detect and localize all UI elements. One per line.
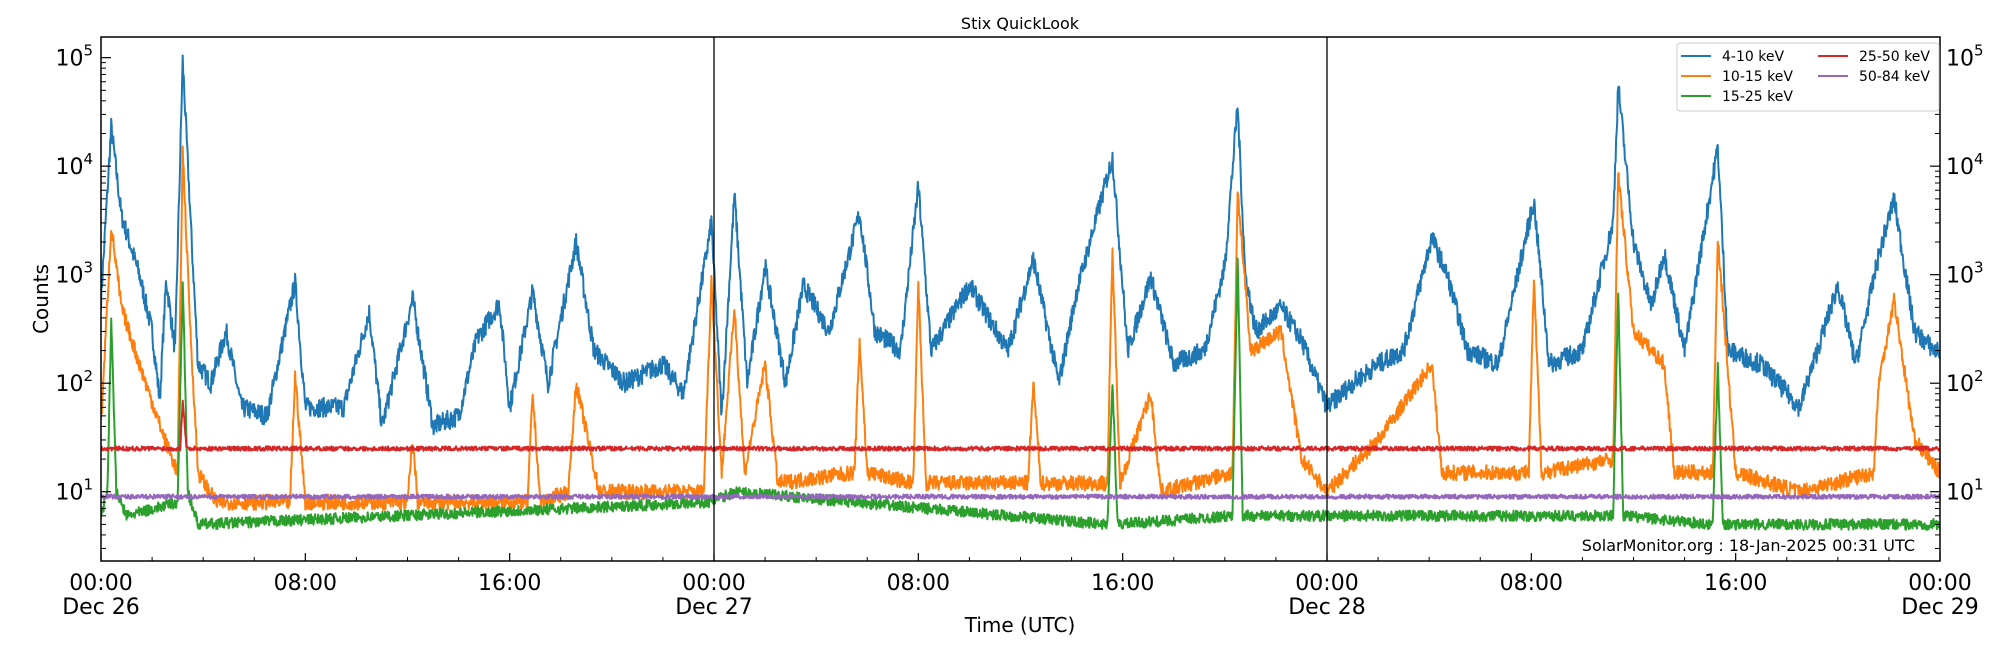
y-tick-label-left: 105 [55, 42, 93, 72]
series-line-10-15-keV [101, 145, 1940, 511]
x-tick-date-label: Dec 29 [1901, 595, 1979, 620]
x-tick-date-label: Dec 28 [1288, 595, 1366, 620]
x-tick-date-label: Dec 27 [675, 595, 753, 620]
legend-label: 10-15 keV [1722, 69, 1793, 85]
series-line-4-10-keV [101, 54, 1940, 436]
legend-box [1676, 42, 1940, 112]
x-tick-label: 16:00 [478, 571, 541, 596]
y-tick-label-left: 103 [55, 259, 93, 289]
y-tick-label-right: 105 [1946, 42, 1984, 72]
x-tick-label: 00:00 [1295, 571, 1358, 596]
y-tick-label-left: 102 [55, 367, 93, 397]
series-line-15-25-keV [101, 257, 1940, 531]
series-line-50-84-keV [101, 493, 1940, 500]
y-axis-label: Counts [29, 264, 53, 334]
x-tick-label: 00:00 [682, 571, 745, 596]
legend-label: 25-50 keV [1859, 49, 1930, 65]
series-line-25-50-keV [101, 399, 1940, 452]
x-tick-label: 08:00 [274, 571, 337, 596]
x-tick-label: 16:00 [1704, 571, 1767, 596]
y-tick-label-right: 104 [1946, 150, 1984, 180]
x-tick-label: 00:00 [69, 571, 132, 596]
x-tick-date-label: Dec 26 [62, 595, 140, 620]
chart-title: Stix QuickLook [961, 14, 1080, 33]
y-tick-label-right: 102 [1946, 367, 1984, 397]
legend-label: 15-25 keV [1722, 89, 1793, 105]
series-group [101, 54, 1940, 531]
x-tick-label: 16:00 [1091, 571, 1154, 596]
y-tick-label-right: 101 [1946, 476, 1984, 506]
x-tick-label: 08:00 [1500, 571, 1563, 596]
annotation: SolarMonitor.org : 18-Jan-2025 00:31 UTC [1582, 536, 1915, 555]
legend: 4-10 keV 10-15 keV 15-25 keV 25-50 keV 50-84… [1676, 42, 1940, 112]
y-tick-label-left: 104 [55, 150, 93, 180]
x-tick-label: 08:00 [887, 571, 950, 596]
legend-label: 50-84 keV [1859, 69, 1930, 85]
y-tick-label-left: 101 [55, 476, 93, 506]
x-tick-label: 00:00 [1908, 571, 1971, 596]
x-axis-label: Time (UTC) [964, 613, 1076, 637]
legend-label: 4-10 keV [1722, 49, 1784, 65]
y-tick-label-right: 103 [1946, 259, 1984, 289]
